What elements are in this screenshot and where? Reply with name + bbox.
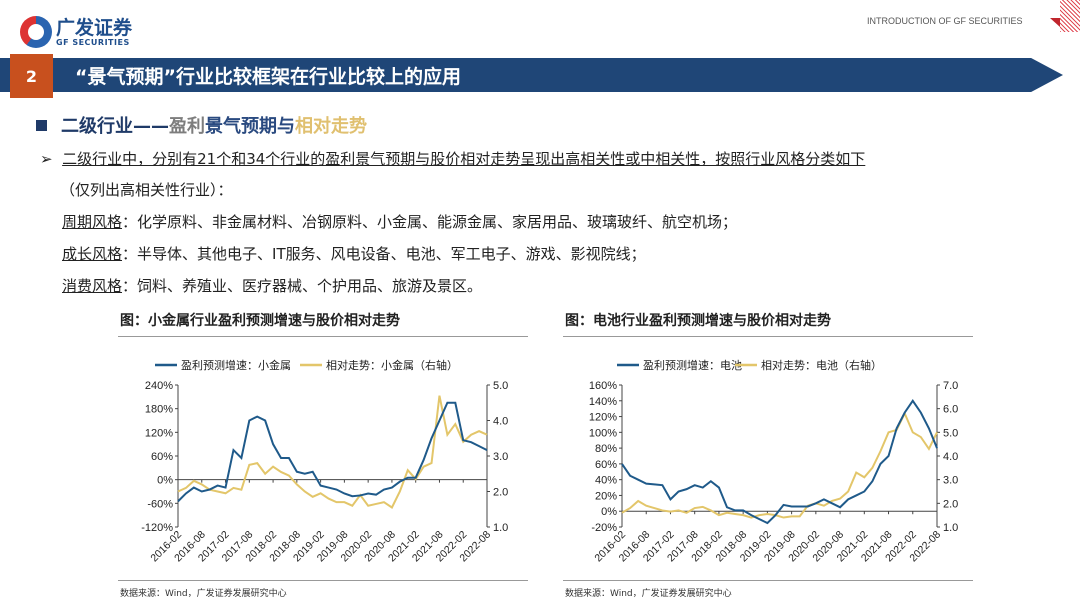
logo: 广发证券 GF SECURITIES — [20, 16, 132, 48]
divider — [563, 580, 973, 581]
right-tick-label: 3.0 — [493, 451, 508, 463]
style-cycle: 周期风格：化学原料、非金属材料、冶钢原料、小金属、能源金属、家居用品、玻璃玻纤、… — [62, 212, 737, 232]
chart2-title: 图：电池行业盈利预测增速与股价相对走势 — [565, 313, 831, 329]
header-intro: INTRODUCTION OF GF SECURITIES — [867, 16, 1023, 26]
legend-label: 相对走势：小金属（右轴） — [326, 358, 458, 372]
left-tick-label: 60% — [595, 459, 617, 471]
series-line-relative-trend — [177, 395, 488, 509]
chart1-source: 数据来源：Wind，广发证券发展研究中心 — [120, 589, 287, 599]
right-tick-label: 2.0 — [943, 498, 958, 510]
left-tick-label: -60% — [147, 498, 173, 510]
logo-mark-icon — [20, 16, 52, 48]
right-tick-label: 4.0 — [943, 451, 958, 463]
left-tick-label: 20% — [595, 490, 617, 502]
chart1: 盈利预测增速：小金属 相对走势：小金属（右轴） 240% 180% 120% 60% 0% -… — [141, 358, 508, 564]
square-bullet-icon — [36, 119, 47, 131]
divider — [118, 336, 528, 337]
style-growth: 成长风格：半导体、其他电子、IT服务、风电设备、电池、军工电子、游戏、影视院线； — [62, 244, 646, 264]
corner-stripes — [1060, 0, 1080, 32]
divider — [563, 336, 973, 337]
chart2: 盈利预测增速：电池 相对走势：电池（右轴） 160% 140% 120% 100% 80% 6… — [589, 358, 958, 564]
logo-cn: 广发证券 — [56, 16, 133, 39]
left-tick-label: 120% — [589, 412, 617, 424]
right-tick-label: 4.0 — [493, 416, 508, 428]
chart2-source: 数据来源：Wind，广发证券发展研究中心 — [565, 589, 732, 599]
corner-triangle-icon — [1050, 18, 1060, 27]
subtitle-part: 景气预期与 — [205, 116, 295, 137]
left-tick-label: 40% — [595, 475, 617, 487]
left-tick-label: 160% — [589, 380, 617, 392]
right-tick-label: 2.0 — [493, 487, 508, 499]
left-tick-label: -20% — [591, 522, 617, 534]
subtitle: 二级行业—— 盈利 景气预期与 相对走势 — [36, 112, 367, 138]
style-consumer: 消费风格：饲料、养殖业、医疗器械、个护用品、旅游及景区。 — [62, 276, 482, 296]
body-line2: （仅列出高相关性行业）： — [60, 181, 233, 199]
legend-label: 盈利预测增速：小金属 — [181, 358, 291, 372]
left-tick-label: -120% — [141, 522, 173, 534]
left-tick-label: 180% — [145, 404, 173, 416]
legend-label: 盈利预测增速：电池 — [643, 358, 742, 372]
legend-label: 相对走势：电池（右轴） — [761, 358, 882, 372]
style-label: 周期风格 — [62, 213, 123, 231]
left-tick-label: 0% — [601, 506, 617, 518]
series-line-profit-growth — [177, 401, 488, 503]
right-tick-label: 5.0 — [943, 427, 958, 439]
section-banner — [0, 58, 1063, 92]
style-items: ：饲料、养殖业、医疗器械、个护用品、旅游及景区。 — [122, 277, 483, 295]
style-label: 消费风格 — [62, 277, 123, 295]
subtitle-part: 二级行业—— — [61, 116, 169, 137]
arrow-bullet-icon: ➢ — [40, 150, 63, 168]
chart1-title: 图：小金属行业盈利预测增速与股价相对走势 — [120, 313, 400, 329]
left-tick-label: 0% — [157, 475, 173, 487]
left-tick-label: 60% — [151, 451, 173, 463]
right-tick-label: 3.0 — [943, 475, 958, 487]
section-title: “景气预期”行业比较框架在行业比较上的应用 — [75, 66, 461, 88]
series-line-relative-trend — [621, 410, 938, 519]
right-tick-label: 6.0 — [943, 404, 958, 416]
right-tick-label: 1.0 — [943, 522, 958, 534]
divider — [118, 580, 528, 581]
left-tick-label: 240% — [145, 380, 173, 392]
left-tick-label: 120% — [145, 427, 173, 439]
right-tick-label: 7.0 — [943, 380, 958, 392]
style-items: ：化学原料、非金属材料、冶钢原料、小金属、能源金属、家居用品、玻璃玻纤、航空机场… — [122, 213, 738, 231]
subtitle-part: 盈利 — [169, 116, 205, 137]
body-text: 二级行业中，分别有21个和34个行业的盈利景气预期与股价相对走势呈现出高相关性或… — [62, 150, 866, 168]
left-tick-label: 80% — [595, 443, 617, 455]
subtitle-part: 相对走势 — [295, 116, 367, 137]
logo-en: GF SECURITIES — [56, 37, 130, 47]
body-line1: ➢ 二级行业中，分别有21个和34个行业的盈利景气预期与股价相对走势呈现出高相关… — [40, 149, 865, 169]
right-tick-label: 1.0 — [493, 522, 508, 534]
style-label: 成长风格 — [62, 245, 123, 263]
style-items: ：半导体、其他电子、IT服务、风电设备、电池、军工电子、游戏、影视院线； — [122, 245, 646, 263]
left-tick-label: 140% — [589, 396, 617, 408]
series-line-profit-growth — [621, 399, 938, 525]
section-number: 2 — [10, 54, 53, 98]
right-tick-label: 5.0 — [493, 380, 508, 392]
left-tick-label: 100% — [589, 427, 617, 439]
